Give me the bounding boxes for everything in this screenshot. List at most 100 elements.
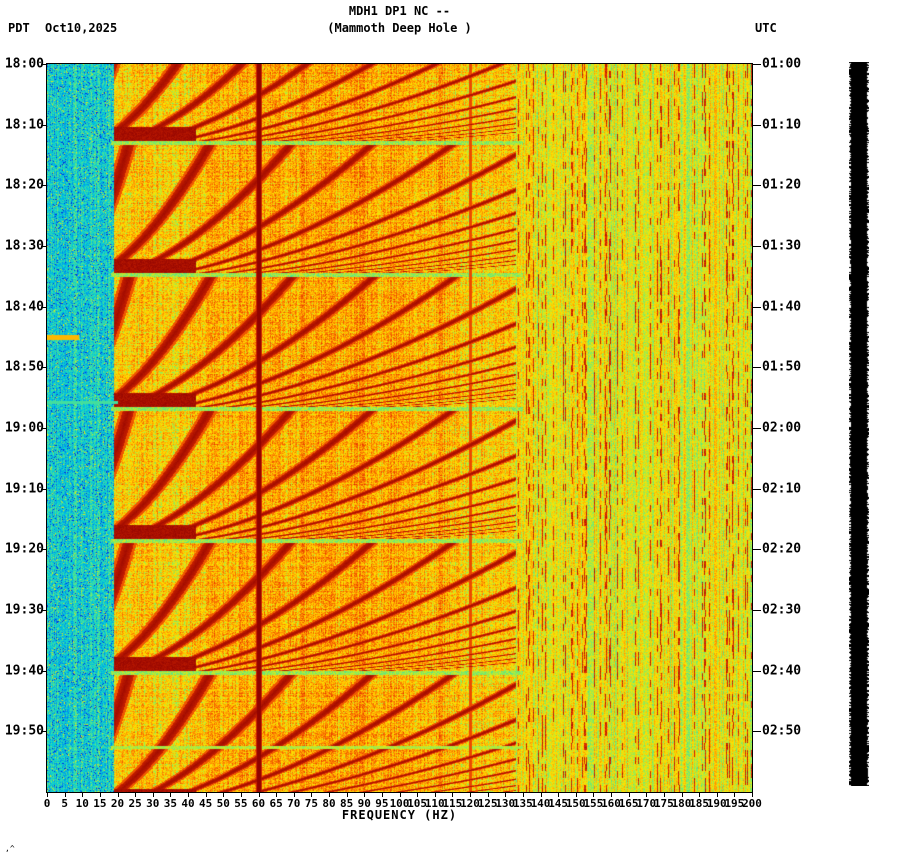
x-tick (47, 793, 48, 797)
spectrogram-canvas (47, 64, 752, 792)
x-tick-label: 125 (477, 797, 498, 810)
left-time-label: 19:30 (4, 602, 44, 618)
right-time-tick (753, 306, 761, 308)
left-time-tick (41, 367, 47, 369)
x-tick (487, 793, 489, 797)
x-tick (434, 793, 436, 797)
x-tick-label: 55 (234, 797, 248, 810)
x-tick-label: 30 (146, 797, 160, 810)
x-tick-label: 85 (340, 797, 354, 810)
x-tick-label: 50 (216, 797, 230, 810)
x-tick-label: 95 (375, 797, 389, 810)
x-tick (663, 793, 665, 797)
x-tick-label: 80 (322, 797, 336, 810)
x-axis-title: FREQUENCY (HZ) (341, 808, 458, 822)
x-tick (628, 793, 630, 797)
x-tick (646, 793, 648, 797)
left-time-tick (41, 246, 47, 247)
left-time-label: 18:20 (4, 177, 44, 193)
right-time-tick (753, 367, 761, 369)
x-tick (522, 793, 524, 797)
right-time-label: 02:50 (762, 723, 802, 739)
left-time-tick (41, 610, 47, 611)
x-tick (505, 793, 507, 797)
station-title: MDH1 DP1 NC -- (348, 4, 451, 18)
left-time-tick (41, 670, 47, 672)
right-time-label: 01:00 (762, 56, 802, 72)
right-time-tick (753, 64, 761, 65)
x-tick (82, 793, 84, 797)
left-time-tick (41, 428, 47, 429)
left-time-tick (41, 731, 47, 733)
left-time-label: 19:20 (4, 541, 44, 557)
date-label: Oct10,2025 (45, 21, 118, 35)
x-tick-label: 15 (93, 797, 107, 810)
x-tick-label: 155 (583, 797, 604, 810)
right-time-label: 01:50 (762, 359, 802, 375)
left-time-label: 19:50 (4, 723, 44, 739)
right-time-tick (753, 549, 761, 551)
x-tick (381, 793, 383, 797)
x-tick-label: 35 (163, 797, 177, 810)
x-tick-label: 160 (601, 797, 621, 810)
left-time-label: 18:40 (4, 299, 44, 315)
x-tick-label: 195 (724, 797, 745, 810)
timezone-right-label: UTC (755, 21, 777, 35)
x-tick-label: 75 (304, 797, 318, 810)
x-tick (170, 793, 172, 797)
x-tick-label: 25 (128, 797, 142, 810)
x-tick-label: 65 (269, 797, 283, 810)
right-time-tick (753, 610, 761, 611)
x-tick-label: 40 (181, 797, 195, 810)
x-tick-label: 0 (43, 797, 51, 810)
x-tick-label: 165 (618, 797, 639, 810)
amplitude-strip (849, 62, 869, 786)
x-tick-label: 45 (199, 797, 213, 810)
right-time-label: 02:10 (762, 481, 802, 497)
x-tick (364, 793, 366, 797)
right-time-tick (753, 185, 761, 187)
left-time-label: 18:30 (4, 238, 44, 254)
x-tick (205, 793, 207, 797)
right-time-tick (753, 488, 761, 490)
left-time-tick (41, 549, 47, 551)
left-time-tick (41, 488, 47, 490)
x-tick-label: 190 (706, 797, 727, 810)
x-tick (575, 793, 577, 797)
right-time-label: 02:00 (762, 420, 802, 436)
x-tick-label: 110 (424, 797, 445, 810)
right-time-label: 02:20 (762, 541, 802, 557)
x-tick-label: 120 (460, 797, 480, 810)
x-tick (681, 793, 683, 797)
right-time-tick (753, 246, 761, 247)
x-tick (99, 793, 101, 797)
x-tick (417, 793, 419, 797)
right-time-tick (753, 428, 761, 429)
left-time-tick (41, 306, 47, 308)
x-tick (188, 793, 189, 797)
left-time-tick (41, 124, 47, 126)
station-subtitle: (Mammoth Deep Hole ) (327, 21, 472, 35)
x-tick (152, 793, 154, 797)
left-time-label: 18:00 (4, 56, 44, 72)
x-tick (399, 793, 401, 797)
x-tick (240, 793, 242, 797)
x-tick (258, 793, 260, 797)
x-tick (593, 793, 595, 797)
x-tick-label: 20 (110, 797, 125, 810)
right-time-tick (753, 124, 761, 126)
x-tick-label: 5 (61, 797, 68, 810)
x-tick (311, 793, 313, 797)
x-tick (470, 793, 471, 797)
x-tick (293, 793, 295, 797)
x-tick (699, 793, 701, 797)
x-tick-label: 185 (689, 797, 710, 810)
x-tick-label: 200 (742, 797, 762, 810)
left-time-label: 18:50 (4, 359, 44, 375)
right-time-tick (753, 731, 761, 733)
x-tick (558, 793, 560, 797)
x-tick (329, 793, 330, 797)
x-tick-label: 10 (75, 797, 89, 810)
x-tick-label: 90 (357, 797, 371, 810)
